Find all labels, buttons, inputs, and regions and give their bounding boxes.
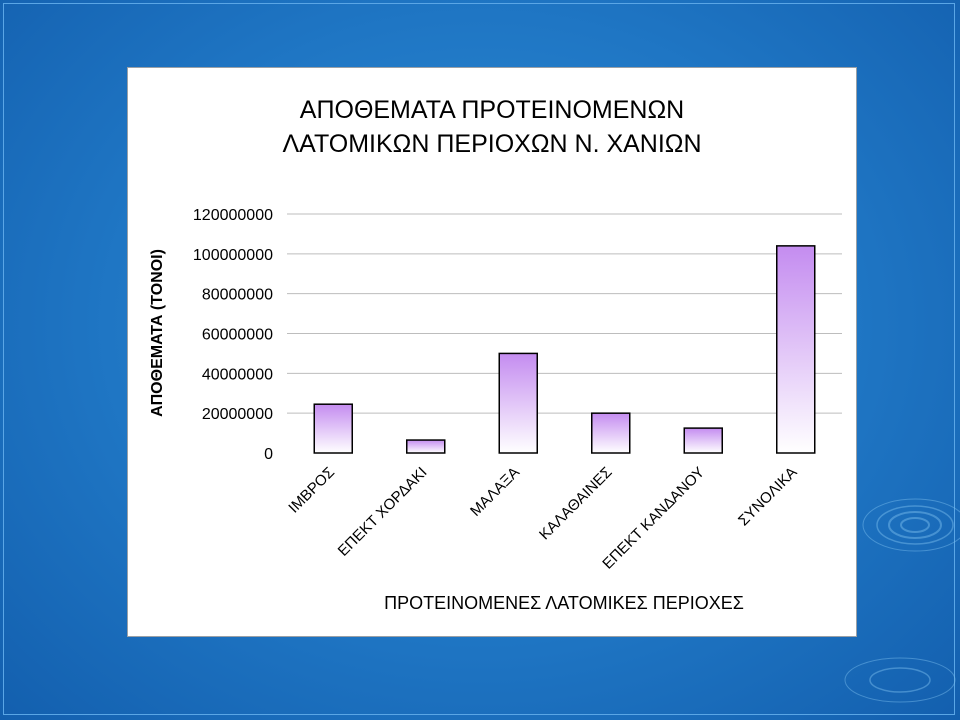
- y-tick-label: 60000000: [202, 327, 273, 344]
- x-tick-label: ΜΑΛΑΞΑ: [467, 464, 523, 520]
- y-tick-label: 80000000: [202, 287, 273, 304]
- y-tick-label: 0: [264, 446, 273, 463]
- x-tick-label: ΕΠΕΚΤ ΧΟΡΔΑΚΙ: [335, 464, 431, 560]
- x-tick-label: ΙΜΒΡΟΣ: [285, 464, 338, 517]
- y-tick-label: 120000000: [193, 207, 273, 224]
- bar-3: [498, 352, 538, 454]
- x-tick-label: ΣΥΝΟΛΙΚΑ: [735, 464, 801, 530]
- bar-5: [683, 427, 723, 454]
- x-tick-label: ΚΑΛΑΘΑΙΝΕΣ: [536, 464, 615, 543]
- y-tick-label: 100000000: [193, 247, 273, 264]
- chart-panel: [127, 67, 857, 637]
- slide-border: [3, 3, 955, 715]
- bar-1: [313, 403, 353, 454]
- bar-2: [406, 439, 446, 454]
- x-axis-label: ΠΡΟΤΕΙΝΟΜΕΝΕΣ ΛΑΤΟΜΙΚΕΣ ΠΕΡΙΟΧΕΣ: [384, 593, 744, 613]
- bar-4: [591, 412, 631, 454]
- chart-title: ΑΠΟΘΕΜΑΤΑ ΠΡΟΤΕΙΝΟΜΕΝΩΝ ΛΑΤΟΜΙΚΩΝ ΠΕΡΙΟΧ…: [282, 96, 702, 158]
- y-tick-label: 40000000: [202, 366, 273, 383]
- bar-6: [776, 245, 816, 454]
- y-tick-label: 20000000: [202, 406, 273, 423]
- x-tick-label: ΕΠΕΚΤ ΚΑΝΔΑΝΟΥ: [599, 464, 708, 573]
